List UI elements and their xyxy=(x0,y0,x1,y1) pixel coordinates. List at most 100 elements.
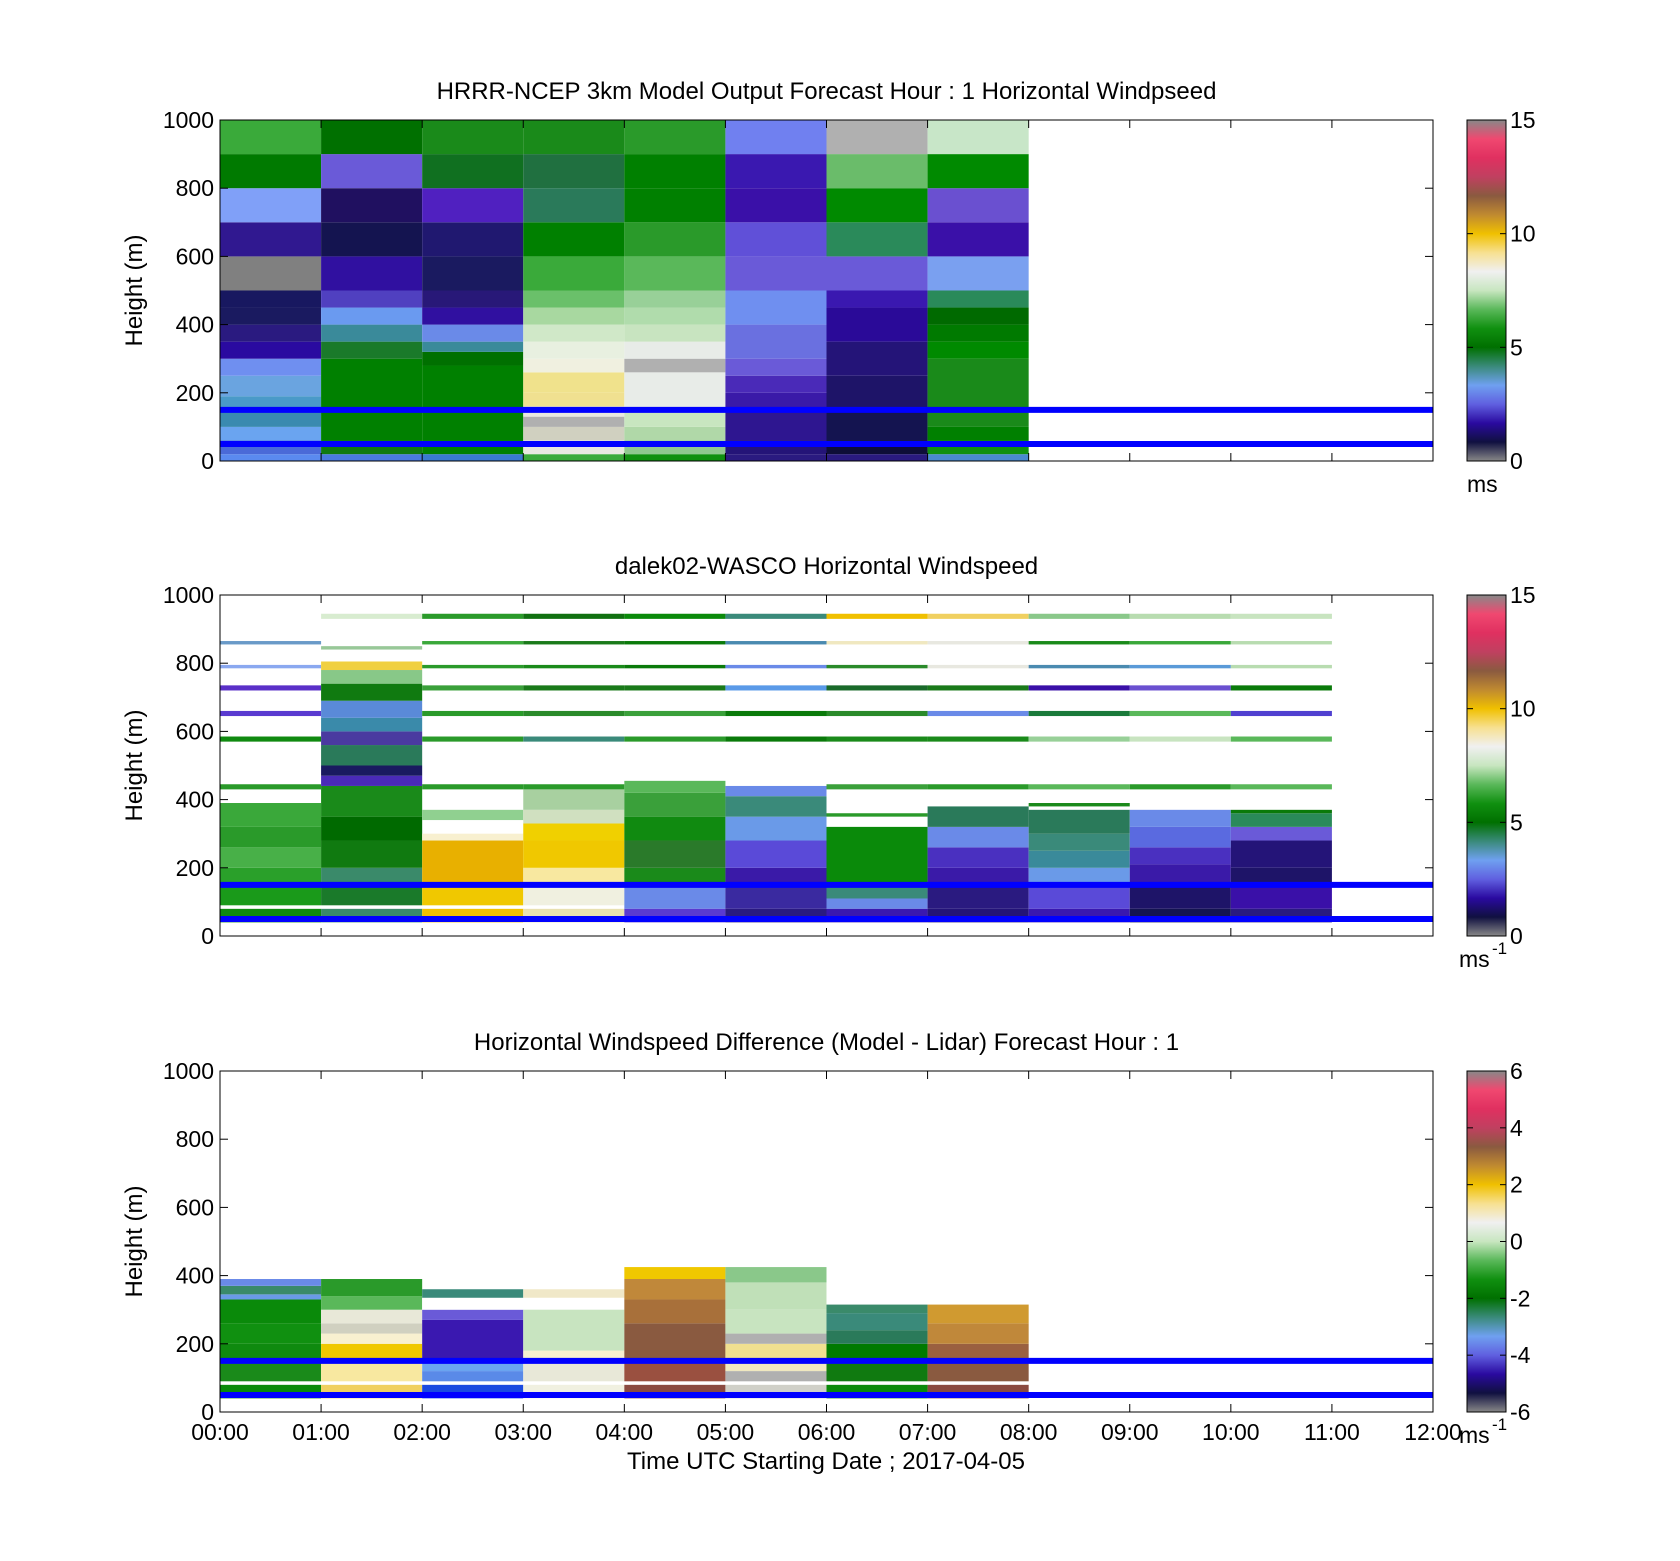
colorbar-tick-label: 4 xyxy=(1510,1115,1523,1141)
heatmap-cell xyxy=(321,765,423,776)
heatmap-cell xyxy=(1230,867,1332,885)
heatmap-cell xyxy=(725,785,827,797)
heatmap-cell xyxy=(523,809,625,824)
heatmap-cell xyxy=(321,661,423,671)
heatmap-cell xyxy=(422,1381,524,1385)
x-tick-label: 00:00 xyxy=(191,1419,249,1445)
x-tick-label: 09:00 xyxy=(1101,1419,1159,1445)
heatmap-cell xyxy=(1129,864,1231,885)
y-tick-label: 1000 xyxy=(163,582,214,608)
heatmap-cell xyxy=(624,358,726,373)
heatmap-cell xyxy=(321,188,423,223)
heatmap-cell xyxy=(321,1309,423,1324)
heatmap-cell xyxy=(422,256,524,291)
heatmap-cell xyxy=(826,120,928,155)
heatmap-cell xyxy=(826,307,928,342)
heatmap-cell xyxy=(725,613,827,619)
heatmap-cell xyxy=(422,307,524,325)
heatmap-cell xyxy=(523,358,625,373)
heatmap-cell xyxy=(624,120,726,155)
heatmap-cell xyxy=(927,426,1029,441)
x-tick-label: 10:00 xyxy=(1202,1419,1260,1445)
heatmap-cell xyxy=(321,341,423,359)
heatmap-cell xyxy=(624,426,726,441)
y-tick-label: 1000 xyxy=(163,1058,214,1084)
heatmap-cell xyxy=(321,324,423,342)
heatmap-cell xyxy=(624,736,726,742)
heatmap-cell xyxy=(1230,809,1332,814)
heatmap-cell xyxy=(927,613,1029,619)
heatmap-cell xyxy=(422,1289,524,1298)
y-tick-label: 200 xyxy=(176,855,214,881)
colorbar-tick-label: 15 xyxy=(1510,107,1536,133)
heatmap-cell xyxy=(422,290,524,308)
y-axis-label: Height (m) xyxy=(121,709,148,821)
heatmap-cell xyxy=(826,641,928,645)
colorbar xyxy=(1466,119,1507,462)
heatmap-cell xyxy=(422,905,524,909)
colorbar xyxy=(1466,1070,1507,1413)
heatmap-cell xyxy=(1230,736,1332,742)
heatmap-cell xyxy=(725,1309,827,1334)
heatmap-cell xyxy=(523,641,625,645)
heatmap-cell xyxy=(422,884,524,906)
colorbar-tick-label: 2 xyxy=(1510,1172,1523,1198)
heatmap-cell xyxy=(624,372,726,410)
heatmap-cell xyxy=(422,685,524,691)
heatmap-cell xyxy=(624,816,726,841)
heatmap-cell xyxy=(422,833,524,841)
colorbar-tick-label: 0 xyxy=(1510,448,1523,474)
heatmap-cell xyxy=(826,685,928,691)
heatmap-cell xyxy=(927,1343,1029,1361)
heatmap-cell xyxy=(220,664,322,669)
heatmap-cell xyxy=(725,884,827,909)
heatmap-cell xyxy=(826,375,928,410)
heatmap-cell xyxy=(624,613,726,619)
heatmap-cell xyxy=(321,256,423,291)
heatmap-cell xyxy=(826,710,928,717)
heatmap-cell xyxy=(422,188,524,223)
heatmap-cell xyxy=(321,775,423,786)
heatmap-cell xyxy=(826,664,928,669)
heatmap-cell xyxy=(1230,685,1332,691)
heatmap-cell xyxy=(1230,710,1332,717)
colorbar-tick-label: -4 xyxy=(1510,1342,1531,1368)
heatmap-cell xyxy=(826,826,928,885)
heatmap-cell xyxy=(624,307,726,325)
heatmap-cell xyxy=(624,710,726,717)
colorbar xyxy=(1466,594,1507,937)
heatmap-cell xyxy=(927,784,1029,790)
heatmap-cell xyxy=(523,710,625,717)
heatmap-cell xyxy=(725,1267,827,1283)
heatmap-cell xyxy=(1230,664,1332,669)
heatmap-cell xyxy=(523,867,625,885)
heatmap-cell xyxy=(826,188,928,223)
heatmap-cell xyxy=(725,816,827,841)
panel-title: Horizontal Windspeed Difference (Model -… xyxy=(474,1029,1179,1056)
colorbar-tick-label: 5 xyxy=(1510,334,1523,360)
heatmap-cell xyxy=(220,685,322,691)
heatmap-cell xyxy=(1129,710,1231,717)
heatmap-cell xyxy=(1129,809,1231,827)
heatmap-cell xyxy=(1129,736,1231,742)
x-tick-label: 08:00 xyxy=(1000,1419,1058,1445)
heatmap-cell xyxy=(624,324,726,342)
heatmap-cell xyxy=(321,1279,423,1297)
heatmap-cell xyxy=(422,809,524,821)
heatmap-cell xyxy=(523,426,625,441)
heatmap-cell xyxy=(725,120,827,155)
colorbar-tick-label: 0 xyxy=(1510,1229,1523,1255)
heatmap-cell xyxy=(523,1289,625,1298)
heatmap-cell xyxy=(826,1360,928,1382)
heatmap-cell xyxy=(321,358,423,410)
heatmap-cell xyxy=(523,154,625,189)
colorbar-tick-label: 6 xyxy=(1510,1058,1523,1084)
heatmap-cell xyxy=(220,120,322,155)
heatmap-cell xyxy=(321,816,423,841)
x-tick-label: 03:00 xyxy=(494,1419,552,1445)
x-tick-label: 01:00 xyxy=(292,1419,350,1445)
colorbar-tick-label: 15 xyxy=(1510,582,1536,608)
heatmap-cell xyxy=(1028,613,1130,619)
heatmap-cell xyxy=(624,290,726,308)
heatmap-cell xyxy=(1028,867,1130,885)
